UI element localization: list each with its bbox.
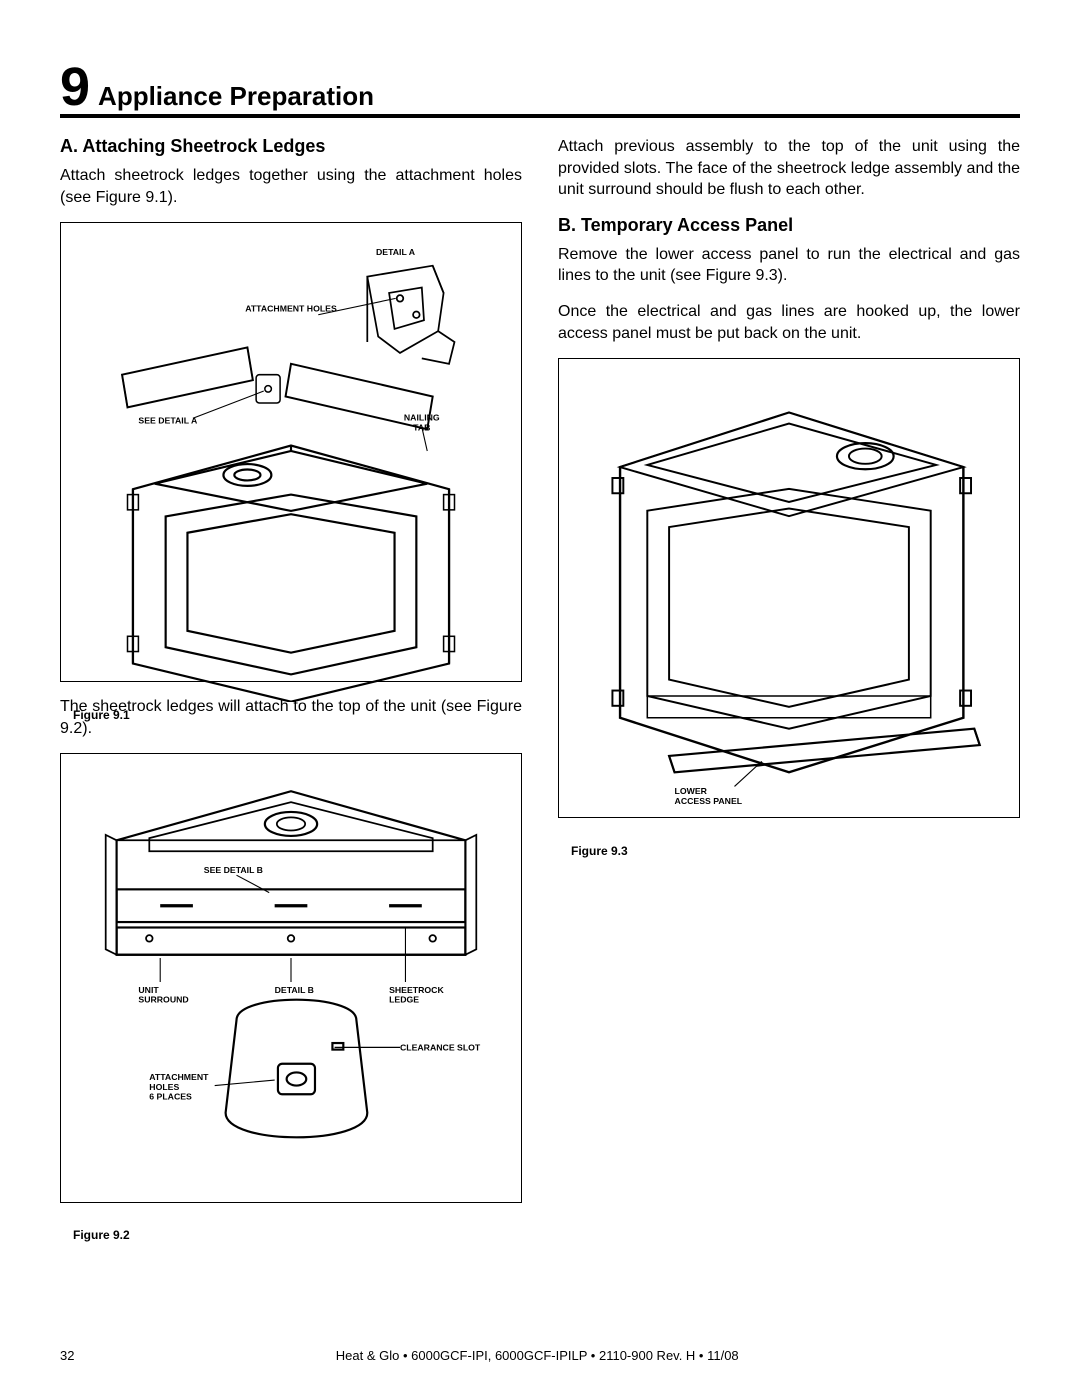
- svg-text:UNITSURROUND: UNITSURROUND: [138, 985, 188, 1005]
- svg-text:ATTACHMENT HOLES: ATTACHMENT HOLES: [245, 304, 337, 314]
- label-detail-a: DETAIL A: [376, 247, 416, 257]
- figure-9-2: SEE DETAIL B UNITSURROUND DETAIL B SHEET…: [60, 753, 522, 1203]
- paragraph-b0: Attach previous assembly to the top of t…: [558, 136, 1020, 201]
- figure-9-2-drawing: SEE DETAIL B UNITSURROUND DETAIL B SHEET…: [73, 764, 509, 1222]
- subsection-a-heading: A. Attaching Sheetrock Ledges: [60, 136, 522, 157]
- figure-9-3-caption: Figure 9.3: [571, 844, 1007, 858]
- paragraph-b2: Once the electrical and gas lines are ho…: [558, 301, 1020, 344]
- paragraph-a1: Attach sheetrock ledges together using t…: [60, 165, 522, 208]
- two-column-layout: A. Attaching Sheetrock Ledges Attach she…: [60, 136, 1020, 1217]
- label-detail-b: DETAIL B: [275, 985, 314, 995]
- page-number: 32: [60, 1348, 74, 1363]
- label-clearance-slot: CLEARANCE SLOT: [400, 1043, 481, 1053]
- figure-9-2-caption: Figure 9.2: [73, 1228, 509, 1242]
- left-column: A. Attaching Sheetrock Ledges Attach she…: [60, 136, 522, 1217]
- figure-9-1-drawing: DETAIL A ATTACHMENT HOLES SEE DETAIL A N…: [73, 233, 509, 702]
- paragraph-b1: Remove the lower access panel to run the…: [558, 244, 1020, 287]
- label-see-detail-b: SEE DETAIL B: [204, 865, 263, 875]
- section-number: 9: [60, 60, 88, 114]
- section-title: Appliance Preparation: [98, 81, 374, 112]
- footer-text: Heat & Glo • 6000GCF-IPI, 6000GCF-IPILP …: [336, 1348, 739, 1363]
- svg-text:SHEETROCKLEDGE: SHEETROCKLEDGE: [389, 985, 444, 1005]
- figure-9-3: LOWERACCESS PANEL Figure 9.3: [558, 358, 1020, 818]
- right-column: Attach previous assembly to the top of t…: [558, 136, 1020, 1217]
- figure-9-1: DETAIL A ATTACHMENT HOLES SEE DETAIL A N…: [60, 222, 522, 682]
- figure-9-1-caption: Figure 9.1: [73, 708, 509, 722]
- svg-text:ATTACHMENTHOLES6 PLACES: ATTACHMENTHOLES6 PLACES: [149, 1072, 209, 1102]
- page: 9 Appliance Preparation A. Attaching She…: [0, 0, 1080, 1397]
- label-attach-holes: ATTACHMENT HOLES: [245, 304, 337, 314]
- section-header: 9 Appliance Preparation: [60, 60, 1020, 118]
- figure-9-3-drawing: LOWERACCESS PANEL: [571, 369, 1007, 838]
- label-see-detail-a: SEE DETAIL A: [138, 416, 198, 426]
- subsection-b-heading: B. Temporary Access Panel: [558, 215, 1020, 236]
- svg-text:LOWERACCESS PANEL: LOWERACCESS PANEL: [675, 786, 743, 806]
- page-footer: 32 Heat & Glo • 6000GCF-IPI, 6000GCF-IPI…: [60, 1348, 1020, 1363]
